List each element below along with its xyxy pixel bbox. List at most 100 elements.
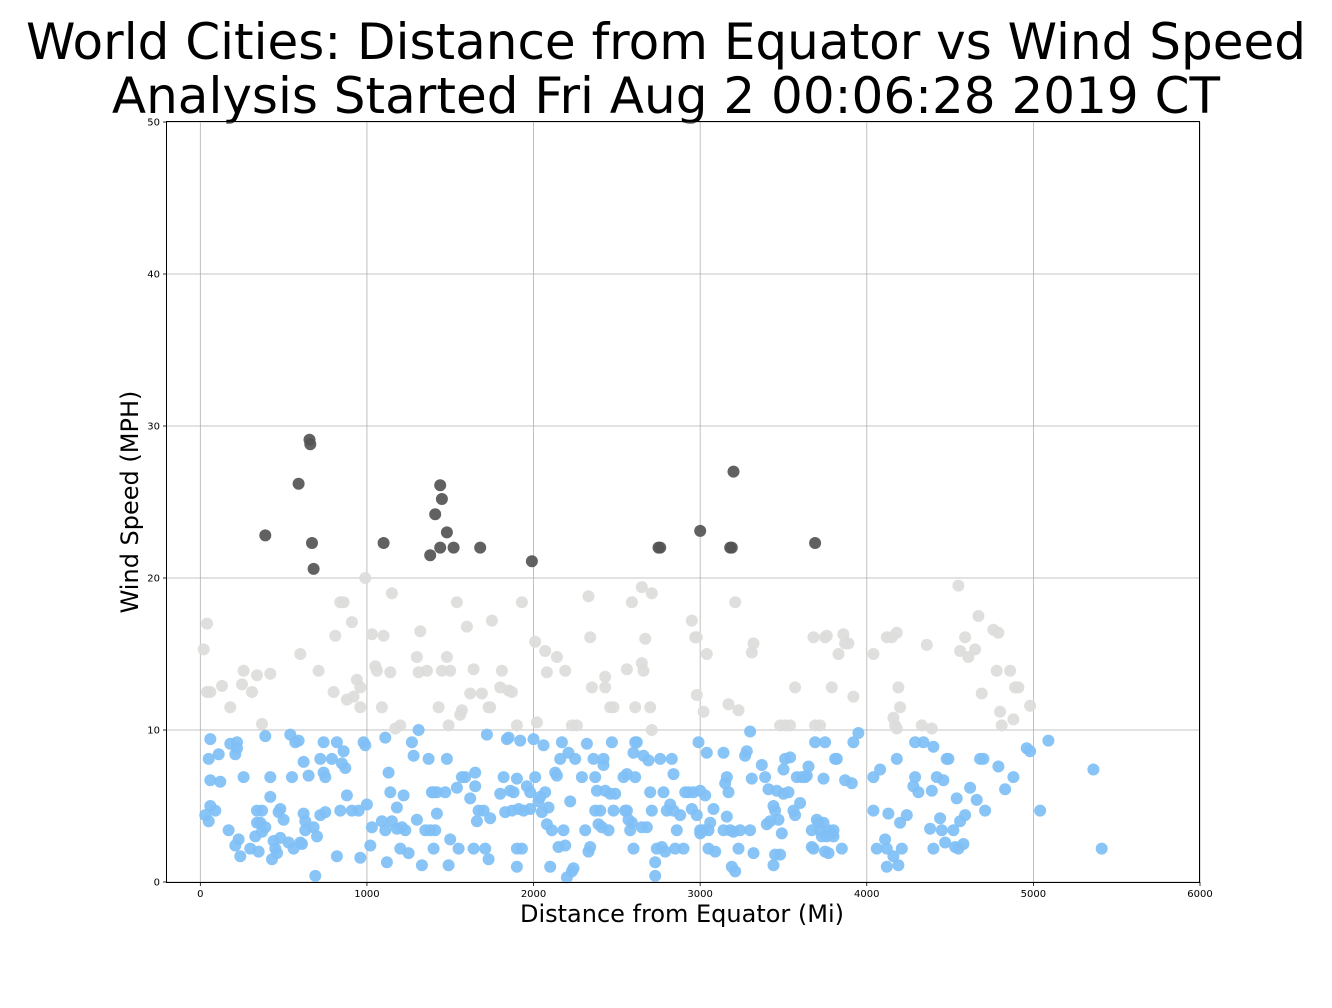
data-point-series-1: [329, 630, 341, 642]
data-point-series-1: [386, 587, 398, 599]
data-point-series-2: [759, 771, 771, 783]
data-point-series-1: [583, 590, 595, 602]
data-point-series-1: [892, 681, 904, 693]
data-point-series-1: [972, 610, 984, 622]
data-point-series-2: [314, 753, 326, 765]
data-point-series-2: [926, 785, 938, 797]
data-point-series-1: [629, 701, 641, 713]
data-point-series-2: [608, 805, 620, 817]
data-point-series-2: [233, 833, 245, 845]
data-point-series-1: [639, 633, 651, 645]
data-point-series-1: [461, 621, 473, 633]
data-point-series-2: [253, 846, 265, 858]
data-point-series-2: [912, 786, 924, 798]
data-point-series-0: [308, 563, 320, 575]
data-point-series-2: [674, 809, 686, 821]
data-point-series-1: [821, 630, 833, 642]
data-point-series-1: [584, 631, 596, 643]
data-point-series-2: [298, 756, 310, 768]
data-point-series-1: [433, 701, 445, 713]
data-point-series-0: [441, 526, 453, 538]
data-point-series-2: [609, 788, 621, 800]
data-point-series-1: [414, 625, 426, 637]
data-point-series-1: [354, 701, 366, 713]
data-point-series-2: [644, 786, 656, 798]
data-point-series-1: [246, 686, 258, 698]
data-point-series-1: [644, 701, 656, 713]
data-point-series-2: [296, 838, 308, 850]
data-point-series-0: [694, 525, 706, 537]
data-point-series-2: [469, 767, 481, 779]
data-point-series-0: [448, 542, 460, 554]
data-point-series-1: [729, 596, 741, 608]
data-point-series-2: [309, 870, 321, 882]
data-point-series-2: [776, 827, 788, 839]
x-tick-label: 0: [197, 889, 203, 900]
data-point-series-1: [608, 701, 620, 713]
data-point-series-2: [819, 736, 831, 748]
data-point-series-2: [498, 771, 510, 783]
data-point-series-2: [668, 768, 680, 780]
data-point-series-2: [852, 727, 864, 739]
data-point-series-2: [756, 759, 768, 771]
y-tick-label: 20: [147, 574, 160, 585]
data-point-series-2: [709, 846, 721, 858]
data-point-series-2: [733, 843, 745, 855]
data-point-series-2: [544, 861, 556, 873]
data-point-series-1: [621, 663, 633, 675]
data-point-series-1: [451, 596, 463, 608]
data-point-series-1: [511, 719, 523, 731]
data-point-series-2: [603, 824, 615, 836]
data-point-series-1: [506, 686, 518, 698]
data-point-series-2: [408, 750, 420, 762]
data-point-series-2: [666, 753, 678, 765]
data-point-series-2: [383, 767, 395, 779]
data-point-series-1: [238, 665, 250, 677]
data-point-series-2: [641, 821, 653, 833]
data-point-series-1: [354, 681, 366, 693]
y-tick-label: 10: [147, 726, 160, 737]
data-point-series-2: [1096, 843, 1108, 855]
data-point-series-2: [318, 736, 330, 748]
data-point-series-2: [643, 754, 655, 766]
data-point-series-1: [313, 665, 325, 677]
data-point-series-2: [406, 736, 418, 748]
data-point-series-2: [431, 808, 443, 820]
y-tick-label: 40: [147, 270, 160, 281]
data-point-series-1: [1024, 700, 1036, 712]
data-point-series-2: [204, 733, 216, 745]
data-point-series-2: [658, 786, 670, 798]
data-point-series-2: [818, 773, 830, 785]
data-point-series-2: [646, 805, 658, 817]
data-point-series-1: [476, 688, 488, 700]
data-point-series-2: [1007, 771, 1019, 783]
data-point-series-2: [803, 761, 815, 773]
data-point-series-2: [699, 789, 711, 801]
data-point-series-1: [789, 681, 801, 693]
data-point-series-2: [892, 859, 904, 871]
data-point-series-2: [338, 745, 350, 757]
data-point-series-2: [274, 803, 286, 815]
data-point-series-2: [479, 843, 491, 855]
data-point-series-2: [628, 843, 640, 855]
data-point-series-2: [606, 736, 618, 748]
data-point-series-2: [331, 850, 343, 862]
data-point-series-1: [586, 681, 598, 693]
y-tick-label: 50: [147, 118, 160, 129]
data-point-series-1: [814, 719, 826, 731]
data-point-series-1: [994, 706, 1006, 718]
x-axis-label: Distance from Equator (Mi): [520, 900, 844, 928]
data-point-series-1: [1004, 665, 1016, 677]
data-point-series-1: [691, 689, 703, 701]
x-tick-label: 3000: [687, 889, 712, 900]
data-point-series-2: [579, 824, 591, 836]
data-point-series-2: [511, 773, 523, 785]
data-point-series-1: [991, 665, 1003, 677]
data-point-series-1: [992, 627, 1004, 639]
data-point-series-2: [831, 753, 843, 765]
data-point-series-2: [213, 748, 225, 760]
data-point-series-2: [468, 843, 480, 855]
data-point-series-2: [649, 856, 661, 868]
data-point-series-1: [638, 665, 650, 677]
data-point-series-2: [508, 786, 520, 798]
